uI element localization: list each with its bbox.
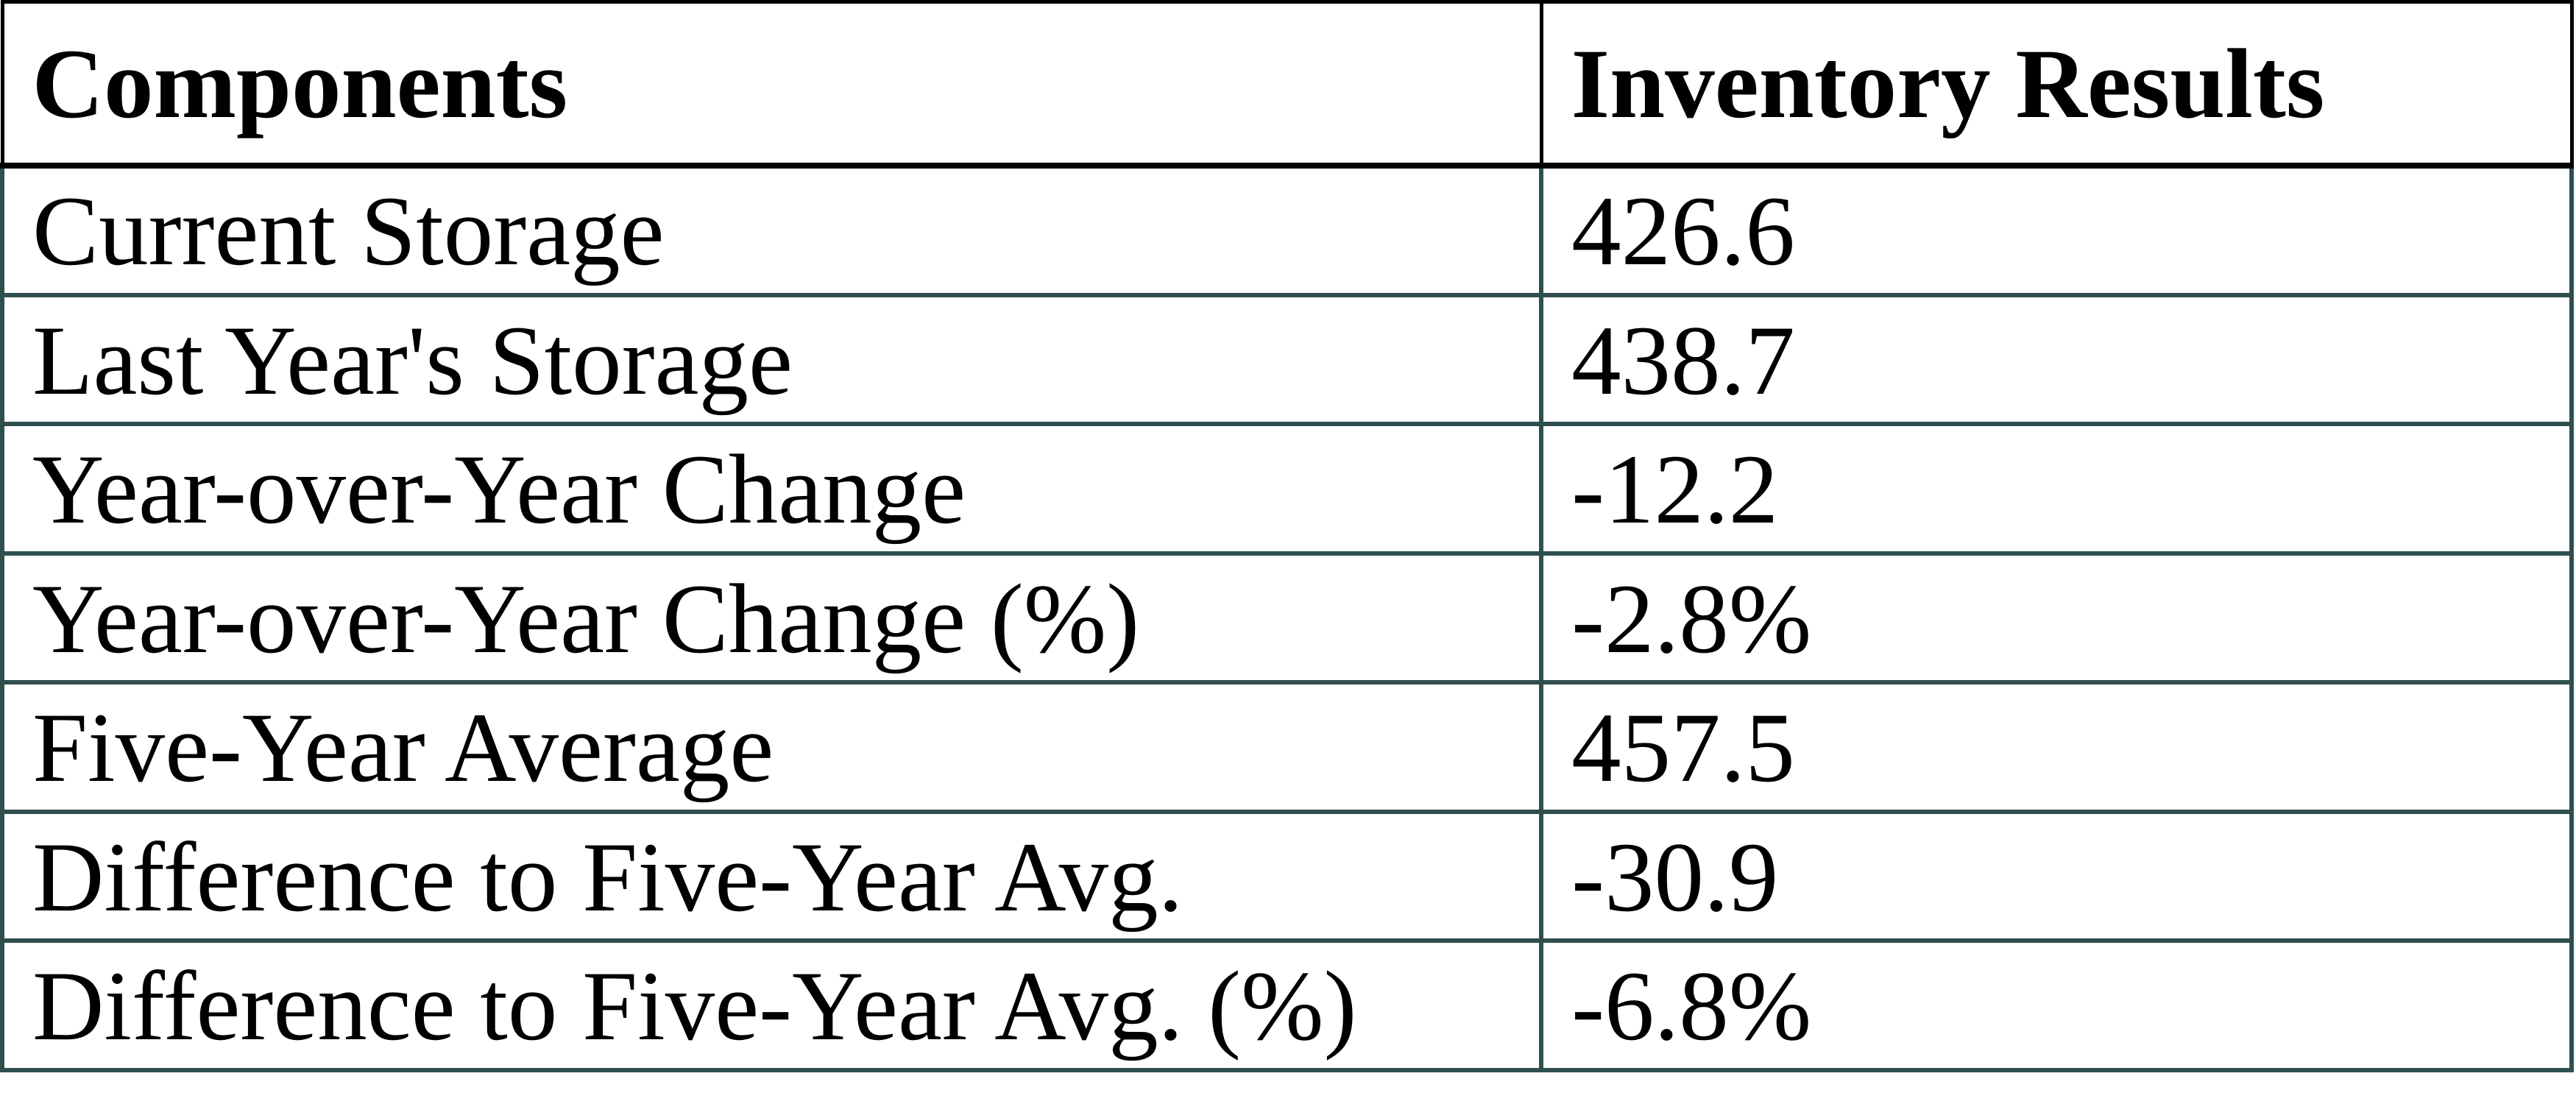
value-cell: 426.6 [1539, 163, 2574, 297]
value-cell: -12.2 [1539, 422, 2574, 556]
value-cell: -6.8% [1539, 938, 2574, 1072]
component-cell: Current Storage [0, 163, 1544, 297]
table-row: Year-over-Year Change -12.2 [0, 422, 2574, 556]
table-row: Year-over-Year Change (%) -2.8% [0, 551, 2574, 685]
table-row: Current Storage 426.6 [0, 163, 2574, 297]
table-header: Components Inventory Results [0, 0, 2574, 169]
component-cell: Difference to Five-Year Avg. [0, 809, 1544, 944]
table-row: Difference to Five-Year Avg. (%) -6.8% [0, 938, 2574, 1072]
column-header-inventory-results: Inventory Results [1539, 0, 2574, 169]
value-cell: -30.9 [1539, 809, 2574, 944]
column-header-components: Components [0, 0, 1543, 169]
header-row: Components Inventory Results [0, 0, 2574, 169]
component-cell: Year-over-Year Change (%) [0, 551, 1544, 685]
table-row: Last Year's Storage 438.7 [0, 292, 2574, 427]
component-cell: Last Year's Storage [0, 292, 1544, 427]
value-cell: -2.8% [1539, 551, 2574, 685]
component-cell: Year-over-Year Change [0, 422, 1544, 556]
table-row: Difference to Five-Year Avg. -30.9 [0, 809, 2574, 944]
value-cell: 457.5 [1539, 680, 2574, 814]
component-cell: Difference to Five-Year Avg. (%) [0, 938, 1544, 1072]
component-cell: Five-Year Average [0, 680, 1544, 814]
value-cell: 438.7 [1539, 292, 2574, 427]
table-body: Current Storage 426.6 Last Year's Storag… [0, 163, 2574, 1072]
table-row: Five-Year Average 457.5 [0, 680, 2574, 814]
inventory-results-table: Components Inventory Results Current Sto… [0, 0, 2574, 1072]
